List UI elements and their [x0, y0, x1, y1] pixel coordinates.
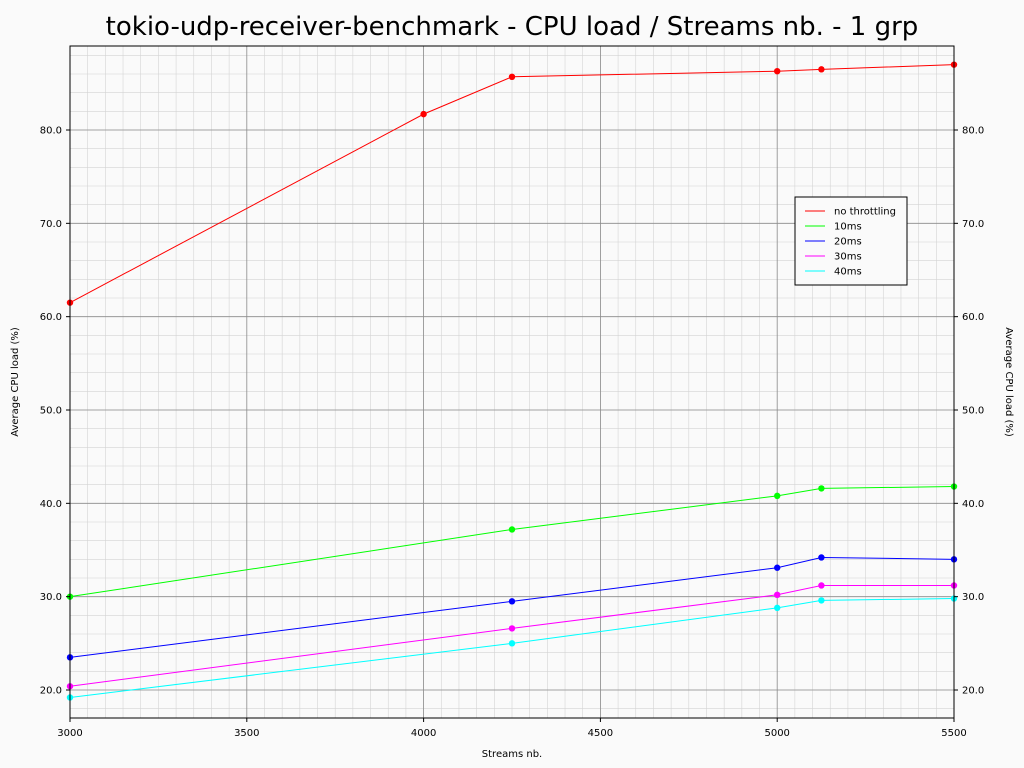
chart-title: tokio-udp-receiver-benchmark - CPU load … [106, 12, 919, 42]
x-tick-label: 5500 [941, 728, 966, 739]
plot-area [66, 45, 958, 719]
data-point-10ms [818, 485, 825, 492]
series-no-throttling [66, 61, 958, 306]
data-point-30ms [774, 591, 781, 598]
y-tick-label-right: 40.0 [962, 499, 984, 510]
y-tick-label-right: 80.0 [962, 126, 984, 137]
x-axis-label: Streams nb. [482, 749, 542, 760]
y-tick-label-left: 60.0 [40, 312, 62, 323]
x-axis-ticks: 3000 3500 4000 4500 5000 5500 [57, 718, 967, 739]
series-40ms [66, 595, 958, 701]
data-point-10ms [774, 492, 781, 500]
legend-label: 40ms [834, 267, 862, 278]
y-axis-label-right: Average CPU load (%) [1003, 327, 1014, 437]
x-tick-label: 4000 [411, 728, 436, 739]
series-20ms [66, 554, 958, 661]
data-point-40ms [774, 604, 781, 612]
y-tick-label-right: 50.0 [962, 406, 984, 417]
data-point-no-throttling [420, 110, 427, 118]
plot-frame [69, 45, 955, 719]
legend-label: 20ms [834, 237, 862, 248]
x-tick-label: 3000 [57, 728, 82, 739]
x-tick-label: 5000 [764, 728, 789, 739]
data-point-no-throttling [818, 66, 825, 73]
x-tick-label: 3500 [234, 728, 259, 739]
series-layer [66, 61, 958, 701]
data-point-20ms [818, 554, 825, 561]
x-tick-label: 4500 [588, 728, 613, 739]
data-point-20ms [508, 598, 516, 605]
y-tick-label-right: 60.0 [962, 312, 984, 323]
y-tick-label-left: 20.0 [40, 686, 62, 697]
data-point-no-throttling [508, 73, 516, 81]
y-tick-label-right: 70.0 [962, 219, 984, 230]
series-line-no-throttling [69, 64, 955, 304]
legend: no throttling 10ms 20ms 30ms 40ms [794, 196, 908, 286]
data-point-40ms [508, 640, 516, 647]
y-tick-label-left: 30.0 [40, 592, 62, 603]
legend-label: 10ms [834, 222, 862, 233]
data-point-20ms [774, 564, 781, 571]
y-axis-ticks-left: 20.0 30.0 40.0 50.0 60.0 70.0 80.0 [40, 126, 70, 697]
y-tick-label-left: 50.0 [40, 406, 62, 417]
legend-box [794, 196, 908, 286]
legend-label: no throttling [834, 207, 896, 218]
data-point-10ms [508, 526, 516, 533]
legend-label: 30ms [834, 252, 862, 263]
data-point-no-throttling [774, 68, 781, 75]
series-10ms [66, 483, 958, 600]
y-tick-label-left: 40.0 [40, 499, 62, 510]
data-point-30ms [818, 582, 825, 589]
y-tick-label-right: 20.0 [962, 686, 984, 697]
data-point-30ms [508, 625, 516, 632]
y-tick-label-left: 70.0 [40, 219, 62, 230]
y-tick-label-right: 30.0 [962, 592, 984, 603]
data-point-40ms [818, 597, 825, 604]
y-tick-label-left: 80.0 [40, 126, 62, 137]
y-axis-label-left: Average CPU load (%) [10, 327, 21, 437]
y-axis-ticks-right: 20.0 30.0 40.0 50.0 60.0 70.0 80.0 [954, 126, 984, 697]
